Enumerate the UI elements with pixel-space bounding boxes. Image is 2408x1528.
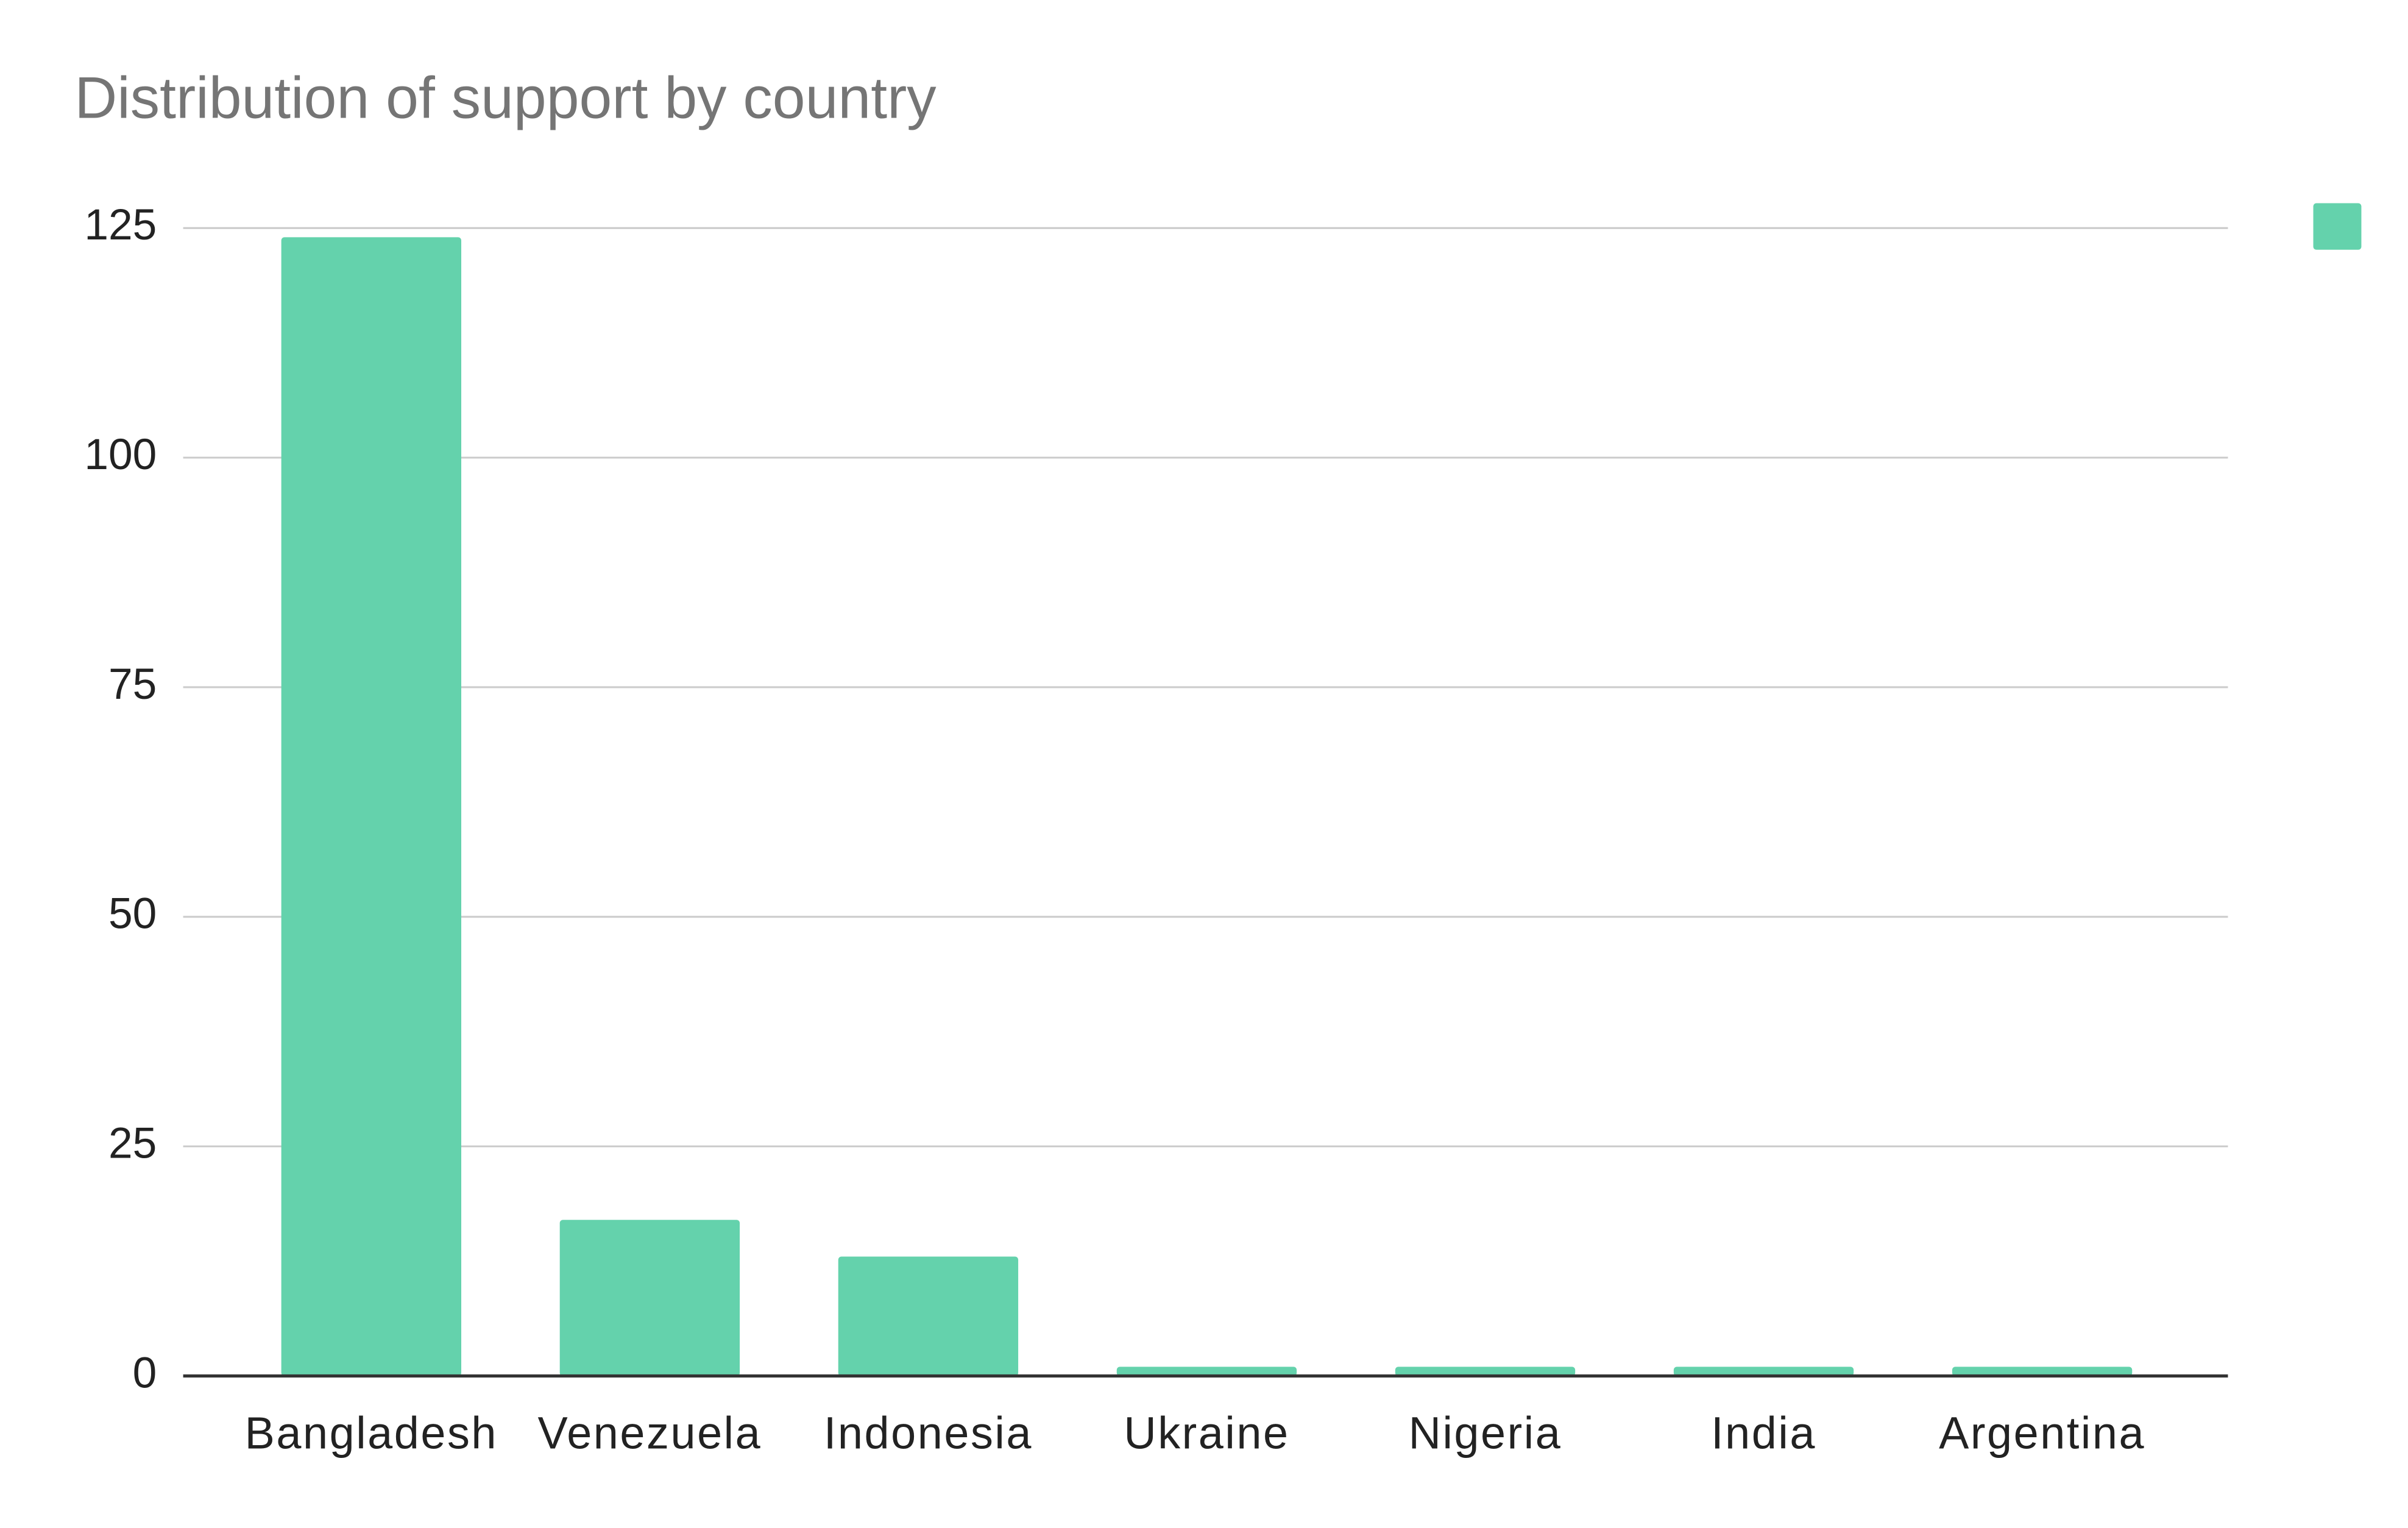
bar [838,1256,1019,1376]
y-tick-label: 75 [108,660,157,709]
y-tick-label: 125 [84,200,157,249]
x-tick-label: Nigeria [1409,1407,1562,1458]
y-tick-label: 100 [84,430,157,479]
bar [559,1220,740,1376]
bar [1952,1367,2133,1376]
bar [1673,1367,1854,1376]
x-tick-label: Indonesia [824,1407,1033,1458]
x-tick-label: India [1711,1407,1816,1458]
chart-title: Distribution of support by country [74,65,937,131]
y-tick-label: 50 [108,890,157,938]
legend-swatch [2313,203,2362,250]
x-tick-label: Ukraine [1124,1407,1289,1458]
bar [1116,1367,1297,1376]
x-tick-label: Bangladesh [245,1407,498,1458]
x-tick-label: Venezuela [537,1407,762,1458]
x-tick-label: Argentina [1939,1407,2145,1458]
bar [281,237,462,1376]
y-tick-label: 0 [133,1348,157,1397]
y-tick-label: 25 [108,1119,157,1167]
bar [1395,1367,1576,1376]
